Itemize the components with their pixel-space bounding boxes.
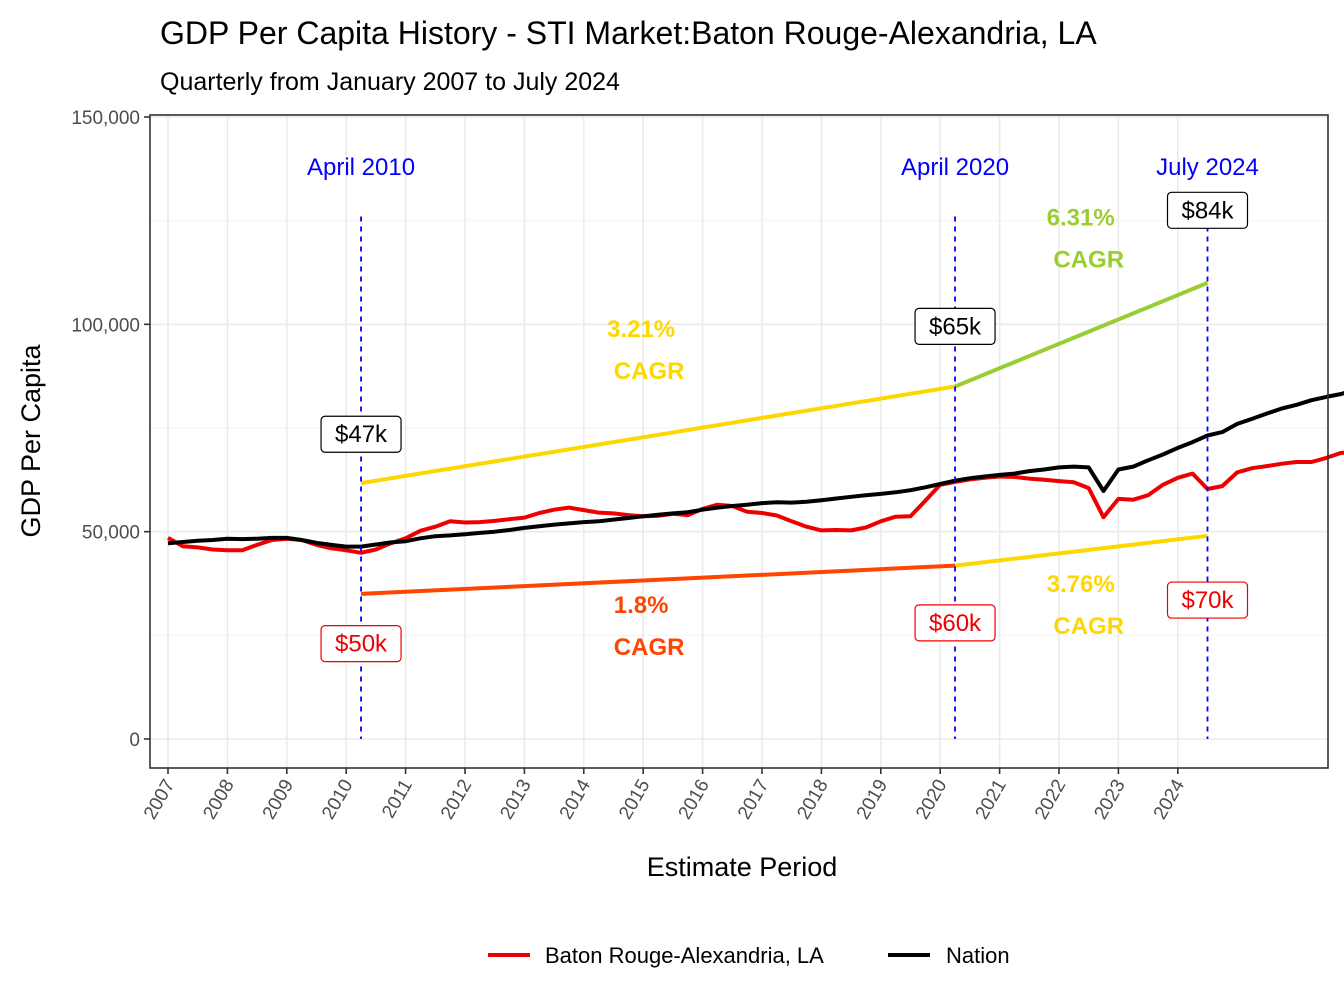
cagr-word: CAGR	[1053, 613, 1124, 640]
value-label-box	[1166, 581, 1249, 619]
value-label: $70k	[1166, 581, 1249, 619]
value-label: $65k	[914, 307, 996, 346]
series-lines	[167, 391, 1344, 555]
trend-line	[360, 384, 956, 486]
y-tick-label: 50,000	[82, 523, 140, 544]
value-label-box	[914, 604, 996, 642]
chart-subtitle: Quarterly from January 2007 to July 2024	[160, 68, 620, 96]
cagr-word: CAGR	[1053, 246, 1124, 273]
x-tick-label: 2018	[793, 776, 832, 823]
y-tick-label: 0	[129, 730, 140, 751]
cagr-percent: 6.31%	[1047, 204, 1115, 231]
value-label-text: $47k	[335, 421, 388, 448]
marker-date-label: April 2020	[901, 154, 1009, 181]
value-label-text: $50k	[335, 631, 388, 658]
x-tick-label: 2021	[972, 776, 1011, 823]
trend-line	[360, 563, 956, 596]
x-tick-label: 2024	[1150, 776, 1190, 823]
x-tick-label: 2010	[318, 776, 357, 823]
cagr-word: CAGR	[614, 358, 685, 385]
x-tick-label: 2011	[378, 776, 417, 822]
x-tick-label: 2009	[259, 776, 298, 823]
cagr-percent: 3.76%	[1047, 571, 1115, 598]
trend-line	[954, 533, 1208, 568]
x-tick-label: 2015	[615, 776, 654, 823]
x-tick-label: 2012	[437, 776, 476, 823]
value-label: $50k	[320, 625, 402, 663]
x-tick-label: 2008	[199, 776, 238, 823]
cagr-label: 3.76% CAGR	[1047, 571, 1124, 640]
x-axis: 2007 2008 2009 2010 2011 2012 2013 2014 2015 2016…	[140, 768, 1189, 823]
cagr-percent: 1.8%	[614, 592, 669, 619]
x-tick-label: 2013	[496, 776, 535, 823]
series-baton-rouge-line	[167, 450, 1344, 555]
trend-lines	[360, 281, 1209, 596]
y-axis-title: GDP Per Capita	[16, 343, 46, 537]
y-tick-label: 150,000	[71, 108, 140, 129]
value-label-box	[1166, 191, 1249, 229]
legend-label: Baton Rouge-Alexandria, LA	[545, 943, 824, 968]
marker-date-label: July 2024	[1156, 154, 1259, 181]
value-label-text: $70k	[1181, 587, 1234, 614]
chart-title: GDP Per Capita History - STI Market:Bato…	[160, 15, 1097, 51]
panel-border	[149, 114, 1329, 769]
value-label: $47k	[320, 415, 402, 453]
y-axis: 0 50,000 100,000 150,000	[71, 108, 150, 751]
cagr-label: 1.8% CAGR	[614, 592, 685, 661]
value-label-text: $84k	[1181, 197, 1234, 224]
value-label: $84k	[1166, 191, 1249, 229]
legend-label: Nation	[946, 943, 1010, 968]
x-tick-label: 2014	[556, 776, 596, 823]
value-label-text: $65k	[929, 313, 982, 340]
legend: Baton Rouge-Alexandria, LA Nation	[488, 943, 1010, 968]
x-tick-label: 2017	[734, 776, 773, 823]
value-label-text: $60k	[929, 610, 982, 637]
legend-item-nation: Nation	[888, 943, 1010, 968]
marker-date-label: April 2010	[307, 154, 415, 181]
cagr-word: CAGR	[614, 634, 685, 661]
x-tick-label: 2016	[675, 776, 714, 823]
x-tick-label: 2019	[853, 776, 892, 823]
x-tick-label: 2020	[912, 776, 951, 823]
value-label-box	[320, 415, 402, 453]
y-tick-label: 100,000	[71, 315, 140, 336]
x-tick-label: 2007	[140, 776, 179, 823]
value-label: $60k	[914, 604, 996, 642]
x-tick-label: 2022	[1031, 776, 1070, 823]
series-nation-line	[167, 391, 1344, 549]
cagr-label: 6.31% CAGR	[1047, 204, 1124, 273]
value-label-box	[914, 307, 996, 346]
annotations: $47k $65k $84k $50k $60k $70k 3.21% CAGR 6.31% CA…	[320, 191, 1249, 663]
x-tick-label: 2023	[1090, 776, 1129, 823]
vertical-markers: April 2010 April 2020 July 2024	[307, 154, 1259, 739]
x-axis-title: Estimate Period	[647, 852, 838, 882]
legend-item-baton-rouge: Baton Rouge-Alexandria, LA	[488, 943, 824, 968]
cagr-label: 3.21% CAGR	[607, 316, 684, 385]
trend-line	[954, 281, 1209, 389]
value-label-box	[320, 625, 402, 663]
cagr-percent: 3.21%	[607, 316, 675, 343]
